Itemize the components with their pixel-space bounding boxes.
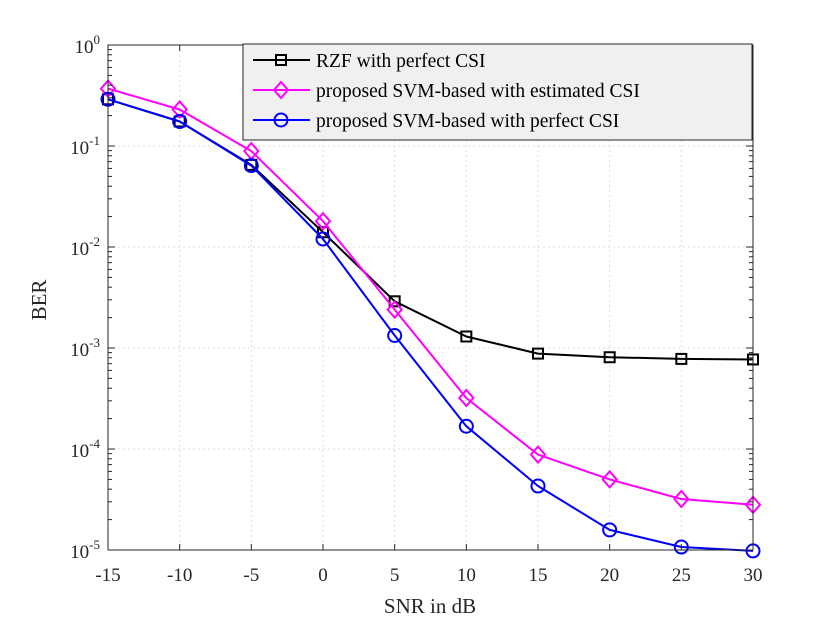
- legend-label: RZF with perfect CSI: [316, 51, 486, 72]
- y-tick-label: 10-5: [70, 537, 100, 563]
- x-tick-label: 5: [390, 565, 400, 586]
- y-tick-label: 10-2: [70, 234, 100, 260]
- legend-label: proposed SVM-based with perfect CSI: [316, 111, 619, 132]
- y-tick-exponent: -4: [89, 436, 100, 451]
- y-tick-base: 10: [70, 340, 89, 361]
- x-tick-label: -15: [95, 565, 120, 586]
- y-tick-label: 10-1: [70, 133, 100, 159]
- data-point: [603, 351, 616, 364]
- data-point: [602, 522, 618, 538]
- data-point: [172, 113, 188, 129]
- x-tick-label: -10: [167, 565, 192, 586]
- data-point: [171, 99, 188, 119]
- data-point: [675, 352, 688, 365]
- x-tick-label: 10: [457, 565, 476, 586]
- legend-label: proposed SVM-based with estimated CSI: [316, 81, 640, 102]
- legend-marker: [275, 54, 287, 66]
- series-line: [107, 87, 754, 506]
- y-tick-exponent: -1: [89, 133, 100, 148]
- data-point: [387, 327, 403, 343]
- y-tick-exponent: 0: [94, 32, 101, 47]
- x-tick-label: 0: [318, 565, 328, 586]
- data-point: [673, 539, 689, 555]
- series-lines: [99, 79, 762, 559]
- x-tick-labels: -15 -10 -5 0 5 10 15 20 25 30: [95, 565, 762, 586]
- data-point: [386, 300, 403, 320]
- legend-entry: RZF with perfect CSI: [253, 51, 486, 72]
- data-point: [532, 347, 544, 360]
- data-point: [458, 418, 474, 434]
- x-tick-label: 25: [672, 565, 691, 586]
- data-point: [529, 445, 547, 465]
- data-point: [460, 330, 473, 343]
- y-tick-base: 10: [70, 542, 89, 563]
- series-3: [100, 91, 761, 559]
- grid-lines: [108, 45, 753, 550]
- legend-marker: [273, 112, 289, 128]
- series-2: [99, 79, 762, 515]
- y-axis-label: BER: [27, 280, 51, 321]
- legend-marker: [272, 80, 290, 100]
- data-point: [673, 489, 690, 509]
- x-tick-label: 30: [744, 565, 763, 586]
- data-point: [601, 469, 618, 489]
- y-tick-exponent: -5: [89, 537, 100, 552]
- data-point: [317, 226, 329, 239]
- y-tick-base: 10: [70, 441, 89, 462]
- data-point: [315, 231, 331, 247]
- data-point: [458, 388, 475, 408]
- legend-entry: proposed SVM-based with perfect CSI: [253, 111, 619, 132]
- y-tick-label: 10-4: [70, 436, 100, 462]
- legend: RZF with perfect CSI proposed SVM-based w…: [242, 43, 753, 141]
- y-tick-label: 100: [75, 32, 101, 58]
- series-line: [107, 98, 754, 552]
- x-axis-label: SNR in dB: [384, 594, 476, 618]
- y-tick-base: 10: [75, 37, 94, 58]
- y-tick-base: 10: [70, 138, 89, 159]
- x-tick-label: 20: [600, 565, 619, 586]
- x-tick-label: -5: [243, 565, 259, 586]
- legend-box: [242, 43, 753, 141]
- legend-entry: proposed SVM-based with estimated CSI: [253, 80, 640, 102]
- y-tick-exponent: -3: [89, 335, 100, 350]
- data-point: [314, 211, 332, 231]
- data-point: [388, 295, 401, 308]
- x-tick-label: 15: [529, 565, 548, 586]
- y-tick-exponent: -2: [89, 234, 100, 249]
- data-point: [530, 478, 546, 494]
- data-point: [243, 158, 259, 174]
- y-tick-base: 10: [70, 239, 89, 260]
- y-tick-label: 10-3: [70, 335, 100, 361]
